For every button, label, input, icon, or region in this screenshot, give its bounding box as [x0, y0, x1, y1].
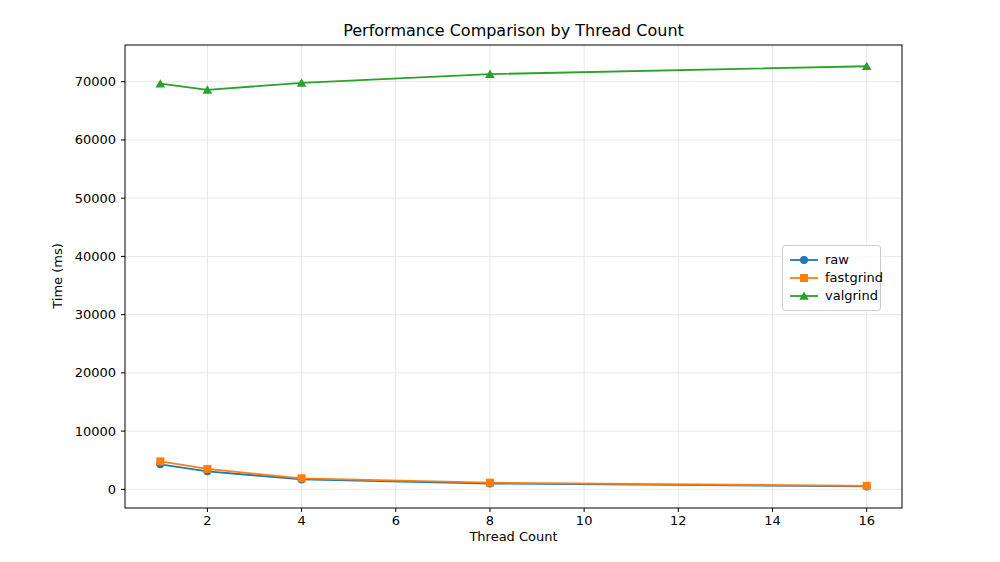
data-point-fastgrind — [156, 457, 164, 465]
legend-label-valgrind: valgrind — [825, 287, 878, 305]
legend: raw fastgrind valgrind — [782, 245, 881, 311]
performance-chart-figure: 2 4 6 8 10 12 14 16 0 10000 20000 30000 40000 50000 60… — [0, 0, 1000, 562]
y-tick-label: 10000 — [75, 424, 116, 439]
legend-item-valgrind: valgrind — [790, 287, 872, 305]
legend-item-fastgrind: fastgrind — [790, 269, 872, 287]
data-point-fastgrind — [203, 465, 211, 473]
y-tick-label: 50000 — [75, 191, 116, 206]
series-line-valgrind — [160, 66, 866, 90]
series-line-fastgrind — [160, 461, 866, 485]
chart-title: Performance Comparison by Thread Count — [125, 21, 902, 40]
x-tick-label: 12 — [670, 513, 687, 528]
x-tick-label: 16 — [858, 513, 875, 528]
x-tick-label: 2 — [203, 513, 211, 528]
valgrind-line-marker-icon — [790, 289, 818, 303]
fastgrind-line-marker-icon — [790, 271, 818, 285]
legend-item-raw: raw — [790, 251, 872, 269]
y-tick-label: 40000 — [75, 249, 116, 264]
x-tick-label: 14 — [764, 513, 781, 528]
legend-label-raw: raw — [825, 251, 849, 269]
y-axis-label: Time (ms) — [50, 243, 65, 309]
data-point-fastgrind — [298, 474, 306, 482]
y-tick-label: 30000 — [75, 307, 116, 322]
y-tick-label: 70000 — [75, 74, 116, 89]
x-tick-label: 8 — [486, 513, 494, 528]
y-tick-label: 60000 — [75, 132, 116, 147]
x-tick-label: 10 — [576, 513, 593, 528]
legend-marker-square-icon — [800, 274, 808, 282]
y-tick-label: 20000 — [75, 365, 116, 380]
x-tick-label: 4 — [297, 513, 305, 528]
raw-line-marker-icon — [790, 253, 818, 267]
x-axis-label: Thread Count — [125, 529, 902, 544]
data-point-fastgrind — [863, 482, 871, 490]
legend-marker-circle-icon — [800, 256, 808, 264]
data-point-fastgrind — [486, 479, 494, 487]
legend-label-fastgrind: fastgrind — [825, 269, 883, 287]
x-tick-label: 6 — [392, 513, 400, 528]
y-tick-label: 0 — [108, 482, 116, 497]
